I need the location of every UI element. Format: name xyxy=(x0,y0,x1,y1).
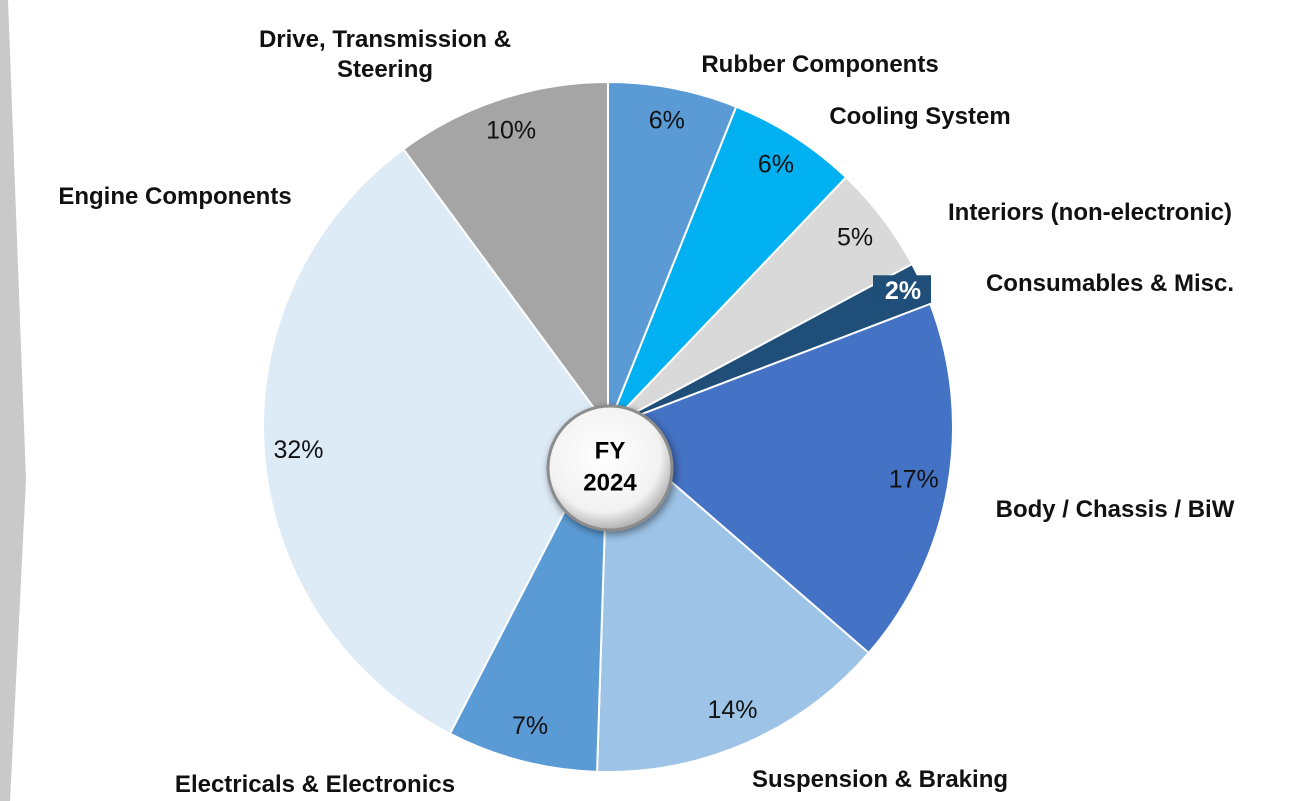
category-label: Body / Chassis / BiW xyxy=(995,496,1235,523)
value-label-bg xyxy=(872,275,931,310)
category-label: Suspension & Braking xyxy=(751,766,1009,793)
slice xyxy=(606,302,954,655)
slice xyxy=(262,147,610,735)
center-circle xyxy=(546,404,674,532)
category-label: Interiors (non-electronic) xyxy=(947,199,1233,226)
value-label: 7% xyxy=(512,712,548,740)
value-label: 14% xyxy=(707,696,757,724)
category-label: Rubber Components xyxy=(701,51,939,78)
value-label: 6% xyxy=(758,150,794,178)
value-label: 10% xyxy=(486,117,536,145)
value-label: 2% xyxy=(885,277,921,305)
side-chevron xyxy=(0,0,26,801)
slice xyxy=(607,80,738,428)
category-label: Cooling System xyxy=(829,103,1011,130)
pie xyxy=(262,80,954,773)
value-label: 5% xyxy=(837,224,873,252)
value-label: 17% xyxy=(889,466,939,494)
category-label: Drive, Transmission & Steering xyxy=(258,26,512,83)
category-label: Consumables & Misc. xyxy=(985,270,1235,297)
value-label: 6% xyxy=(649,107,685,135)
slice xyxy=(402,80,609,431)
category-label: Engine Components xyxy=(58,183,292,210)
slice xyxy=(596,424,871,773)
slice xyxy=(607,105,848,428)
center-label: FY 2024 xyxy=(583,437,637,497)
category-label: Electricals & Electronics xyxy=(174,771,456,798)
value-label: 32% xyxy=(273,436,323,464)
